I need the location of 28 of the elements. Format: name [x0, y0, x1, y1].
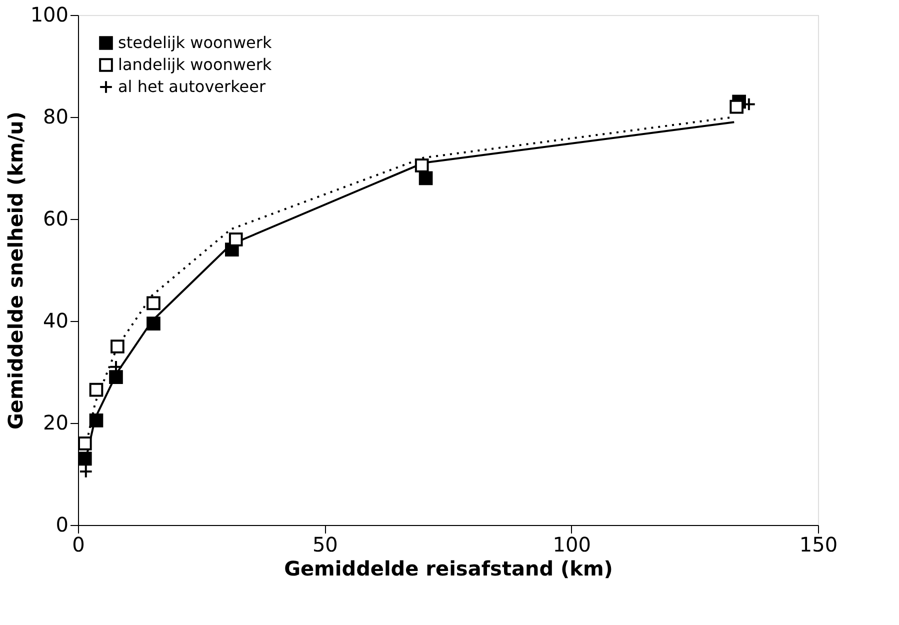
- legend-label: al het autoverkeer: [118, 77, 266, 96]
- y-tick-label: 80: [43, 104, 68, 128]
- x-tick-label: 100: [552, 532, 591, 556]
- point: [414, 158, 429, 172]
- legend-label: stedelijk woonwerk: [118, 33, 272, 52]
- y-tick-label: 20: [43, 410, 68, 434]
- x-tick-label: 50: [312, 532, 338, 556]
- point: [109, 370, 123, 384]
- point: [228, 232, 243, 246]
- point: [78, 464, 93, 478]
- y-axis-title: Gemiddelde snelheid (km/u): [3, 111, 28, 430]
- point: [146, 316, 160, 330]
- x-tick-label: 150: [799, 532, 838, 556]
- x-tick-label: 0: [72, 532, 85, 556]
- point: [78, 436, 92, 450]
- point: [78, 452, 92, 466]
- point: [89, 382, 104, 397]
- x-axis-title: Gemiddelde reisafstand (km): [284, 556, 613, 580]
- point: [146, 296, 160, 310]
- y-tick-label: 100: [30, 2, 68, 26]
- y-tick-label: 40: [43, 308, 68, 332]
- point: [110, 340, 124, 354]
- legend-label: landelijk woonwerk: [118, 55, 272, 74]
- y-tick-label: 0: [56, 512, 68, 536]
- point: [418, 171, 433, 186]
- point: [730, 100, 744, 114]
- y-tick-label: 60: [43, 206, 68, 230]
- point: [89, 414, 104, 428]
